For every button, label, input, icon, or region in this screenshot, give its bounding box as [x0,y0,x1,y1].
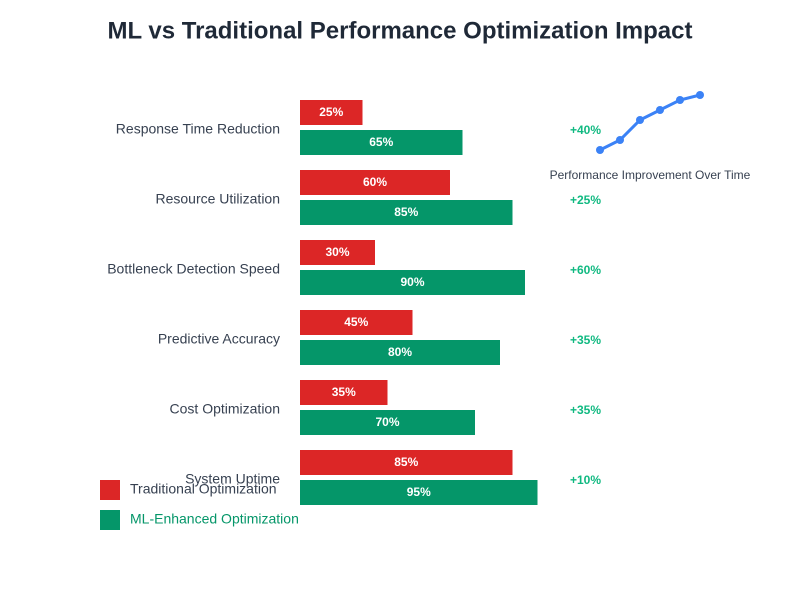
legend-label: ML-Enhanced Optimization [130,511,299,527]
bar [300,270,525,295]
legend-label: Traditional Optimization [130,481,277,497]
trend-point [636,116,644,124]
bar [300,450,513,475]
value-label: 80% [388,345,412,359]
improvement-label: +25% [570,193,601,207]
value-label: 25% [319,105,343,119]
trend-line [599,93,701,152]
value-label: 65% [369,135,393,149]
improvement-label: +60% [570,263,601,277]
category-label: Bottleneck Detection Speed [107,261,280,277]
category-label: Resource Utilization [156,191,281,207]
legend-swatch [100,510,120,530]
value-label: 70% [375,415,399,429]
value-label: 90% [400,275,424,289]
improvement-label: +35% [570,403,601,417]
value-label: 95% [407,485,431,499]
trend-point [656,106,664,114]
improvement-label: +35% [570,333,601,347]
trend-point [616,136,624,144]
bar [300,340,500,365]
trend-point [596,146,604,154]
legend-swatch [100,480,120,500]
value-label: 35% [332,385,356,399]
chart-title: ML vs Traditional Performance Optimizati… [107,17,692,44]
value-label: 85% [394,205,418,219]
inset-title: Performance Improvement Over Time [550,168,751,182]
category-label: Predictive Accuracy [158,331,280,347]
bar [300,310,413,335]
bar [300,410,475,435]
improvement-label: +40% [570,123,601,137]
bar [300,380,388,405]
category-label: Cost Optimization [170,401,280,417]
value-label: 85% [394,455,418,469]
bar [300,100,363,125]
value-label: 30% [325,245,349,259]
trend-point [696,91,704,99]
bar [300,480,538,505]
value-label: 60% [363,175,387,189]
trend-point [676,96,684,104]
improvement-label: +10% [570,473,601,487]
category-label: System Uptime [185,471,280,487]
bar [300,170,450,195]
value-label: 45% [344,315,368,329]
bar [300,130,463,155]
bar [300,240,375,265]
category-label: Response Time Reduction [116,121,280,137]
bar [300,200,513,225]
